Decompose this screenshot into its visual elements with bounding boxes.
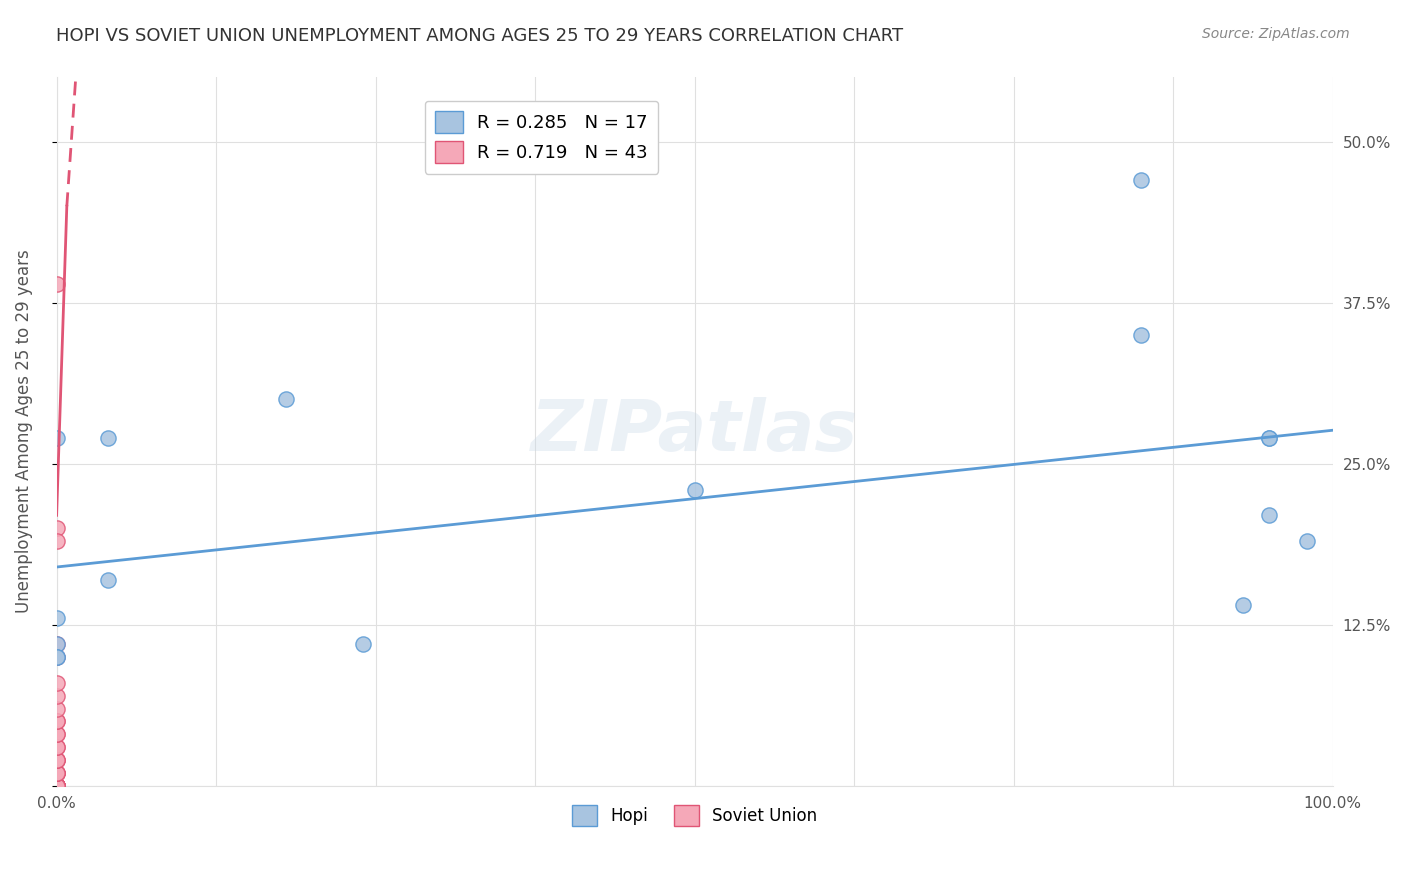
Point <box>45 611 67 625</box>
Point <box>45 779 67 793</box>
Point <box>45 779 67 793</box>
Point <box>45 779 67 793</box>
Point <box>45 277 67 291</box>
Point <box>45 779 67 793</box>
Point <box>45 637 67 651</box>
Point <box>45 779 67 793</box>
Point <box>1258 431 1281 445</box>
Text: Source: ZipAtlas.com: Source: ZipAtlas.com <box>1202 27 1350 41</box>
Point <box>45 727 67 741</box>
Point <box>45 779 67 793</box>
Point <box>97 431 120 445</box>
Point <box>45 779 67 793</box>
Point <box>45 753 67 767</box>
Point <box>45 689 67 703</box>
Point <box>45 779 67 793</box>
Point <box>45 779 67 793</box>
Point <box>45 779 67 793</box>
Point <box>1130 328 1153 343</box>
Point <box>45 675 67 690</box>
Point <box>45 727 67 741</box>
Point <box>45 779 67 793</box>
Point <box>45 637 67 651</box>
Point <box>45 650 67 665</box>
Point <box>45 765 67 780</box>
Text: HOPI VS SOVIET UNION UNEMPLOYMENT AMONG AGES 25 TO 29 YEARS CORRELATION CHART: HOPI VS SOVIET UNION UNEMPLOYMENT AMONG … <box>56 27 904 45</box>
Point <box>1258 508 1281 523</box>
Point <box>45 701 67 715</box>
Point <box>276 392 298 407</box>
Point <box>1130 173 1153 187</box>
Point <box>45 765 67 780</box>
Point <box>45 779 67 793</box>
Point <box>45 753 67 767</box>
Point <box>45 753 67 767</box>
Point <box>1296 534 1319 549</box>
Point <box>45 714 67 729</box>
Point <box>45 714 67 729</box>
Point <box>45 779 67 793</box>
Point <box>45 779 67 793</box>
Point <box>45 521 67 535</box>
Point <box>45 779 67 793</box>
Point <box>97 573 120 587</box>
Point <box>45 534 67 549</box>
Point <box>45 779 67 793</box>
Point <box>45 779 67 793</box>
Point <box>45 431 67 445</box>
Point <box>45 779 67 793</box>
Point <box>45 740 67 755</box>
Point <box>352 637 374 651</box>
Y-axis label: Unemployment Among Ages 25 to 29 years: Unemployment Among Ages 25 to 29 years <box>15 250 32 614</box>
Point <box>1258 431 1281 445</box>
Point <box>45 779 67 793</box>
Point <box>45 779 67 793</box>
Point <box>45 779 67 793</box>
Point <box>45 765 67 780</box>
Point <box>45 779 67 793</box>
Text: ZIPatlas: ZIPatlas <box>531 397 859 467</box>
Point <box>45 740 67 755</box>
Legend: Hopi, Soviet Union: Hopi, Soviet Union <box>564 797 825 834</box>
Point <box>45 650 67 665</box>
Point <box>683 483 706 497</box>
Point <box>45 765 67 780</box>
Point <box>1232 599 1254 613</box>
Point <box>45 650 67 665</box>
